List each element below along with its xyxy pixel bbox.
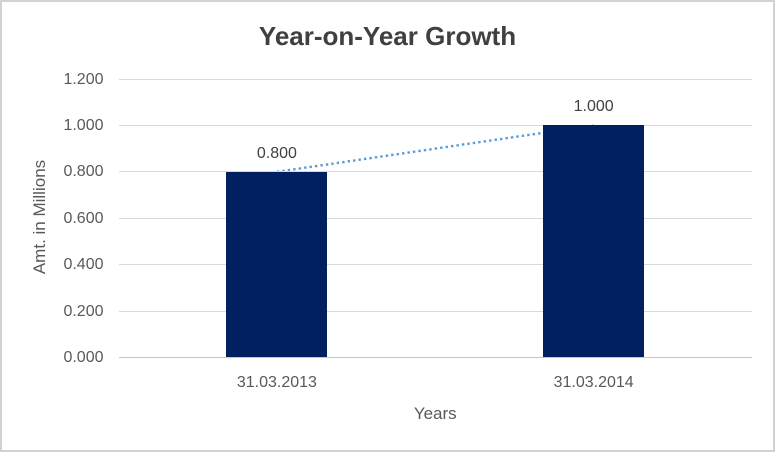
y-tick-label: 0.600: [63, 209, 104, 227]
y-tick-label: 0.200: [63, 302, 104, 320]
y-tick-label: 0.400: [63, 256, 104, 274]
gridline: [118, 124, 752, 126]
y-tick-label: 1.000: [63, 116, 104, 134]
y-tick-label: 1.200: [63, 70, 104, 88]
bar-31.03.2014: [543, 125, 645, 358]
x-axis-line: [118, 357, 752, 358]
data-label: 1.000: [573, 98, 614, 116]
gridline: [118, 217, 752, 219]
y-tick-label: 0.800: [63, 163, 104, 181]
x-tick-label: 31.03.2014: [553, 373, 634, 391]
gridline: [118, 264, 752, 266]
chart-title: Year-on-Year Growth: [258, 21, 517, 51]
gridline: [118, 310, 752, 312]
x-axis-title: Years: [413, 404, 457, 423]
data-label: 0.800: [256, 144, 297, 162]
bar-31.03.2013: [226, 171, 328, 358]
gridline: [118, 171, 752, 173]
y-tick-label: 0.000: [63, 349, 104, 366]
gridline: [118, 78, 752, 80]
x-tick-label: 31.03.2013: [236, 373, 317, 391]
